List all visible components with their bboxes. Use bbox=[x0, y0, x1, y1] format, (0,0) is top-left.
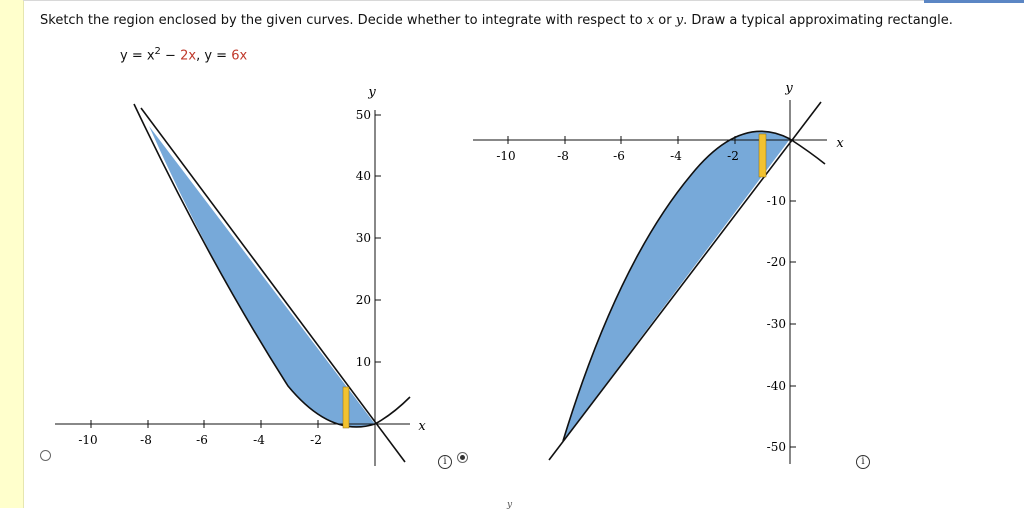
option-a-y-axis-label: y bbox=[367, 85, 376, 100]
option-b-region bbox=[563, 131, 790, 441]
option-a-y-tick-label: 50 bbox=[356, 108, 371, 122]
option-b-y-axis-label: y bbox=[784, 81, 793, 96]
option-a-info-icon[interactable]: i bbox=[438, 455, 452, 469]
top-divider bbox=[23, 0, 1024, 1]
option-a-x-tick-label: -6 bbox=[196, 433, 208, 447]
option-b-radio[interactable] bbox=[457, 452, 468, 463]
option-a-line-curve bbox=[140, 107, 406, 463]
option-a-parabola-curve bbox=[133, 103, 411, 428]
option-b-parabola-curve bbox=[562, 130, 826, 442]
option-b-x-tick-label: -8 bbox=[557, 149, 569, 163]
option-a-y-tick-label: 10 bbox=[356, 355, 371, 369]
option-a-x-tick-label: -2 bbox=[310, 433, 322, 447]
equation: y = x2 − 2x, y = 6x bbox=[120, 46, 248, 64]
option-b-y-tick-label: -50 bbox=[767, 440, 786, 454]
option-b-y-tick-label: -40 bbox=[767, 379, 786, 393]
option-b-y-tick-label: -30 bbox=[767, 317, 786, 331]
option-b-x-tick-label: -2 bbox=[727, 149, 739, 163]
option-b-x-tick-label: -6 bbox=[613, 149, 625, 163]
option-a-approx-rectangle bbox=[342, 386, 350, 429]
option-a-x-axis-label: x bbox=[418, 419, 426, 434]
left-highlight-bar bbox=[0, 0, 24, 508]
option-a-radio[interactable] bbox=[40, 450, 51, 461]
option-b-y-tick-label: -10 bbox=[767, 194, 786, 208]
bottom-partial-glyph: y bbox=[507, 500, 513, 510]
option-a-x-tick-label: -8 bbox=[140, 433, 152, 447]
option-b-y-tick-label: -20 bbox=[767, 255, 786, 269]
top-right-tab-strip bbox=[924, 0, 1024, 3]
option-b-line-curve bbox=[548, 101, 822, 461]
option-a-graph: -10 -8 -6 -4 -2 10 20 30 40 50 y x bbox=[55, 85, 426, 466]
option-b-graph: -10 -8 -6 -4 -2 -10 -20 -30 -40 -50 y x bbox=[473, 81, 844, 464]
option-a-x-tick-label: -4 bbox=[253, 433, 265, 447]
option-a-y-tick-label: 20 bbox=[356, 293, 371, 307]
option-a-y-tick-label: 40 bbox=[356, 169, 371, 183]
option-b-info-icon[interactable]: i bbox=[856, 455, 870, 469]
option-b-x-tick-label: -10 bbox=[496, 149, 515, 163]
option-b-x-axis-label: x bbox=[836, 136, 844, 151]
option-a-region bbox=[149, 126, 375, 427]
question-text: Sketch the region enclosed by the given … bbox=[40, 13, 953, 28]
option-a-y-tick-label: 30 bbox=[356, 231, 371, 245]
option-a-x-tick-label: -10 bbox=[78, 433, 97, 447]
option-b-x-tick-label: -4 bbox=[670, 149, 682, 163]
option-b-approx-rectangle bbox=[758, 133, 767, 178]
